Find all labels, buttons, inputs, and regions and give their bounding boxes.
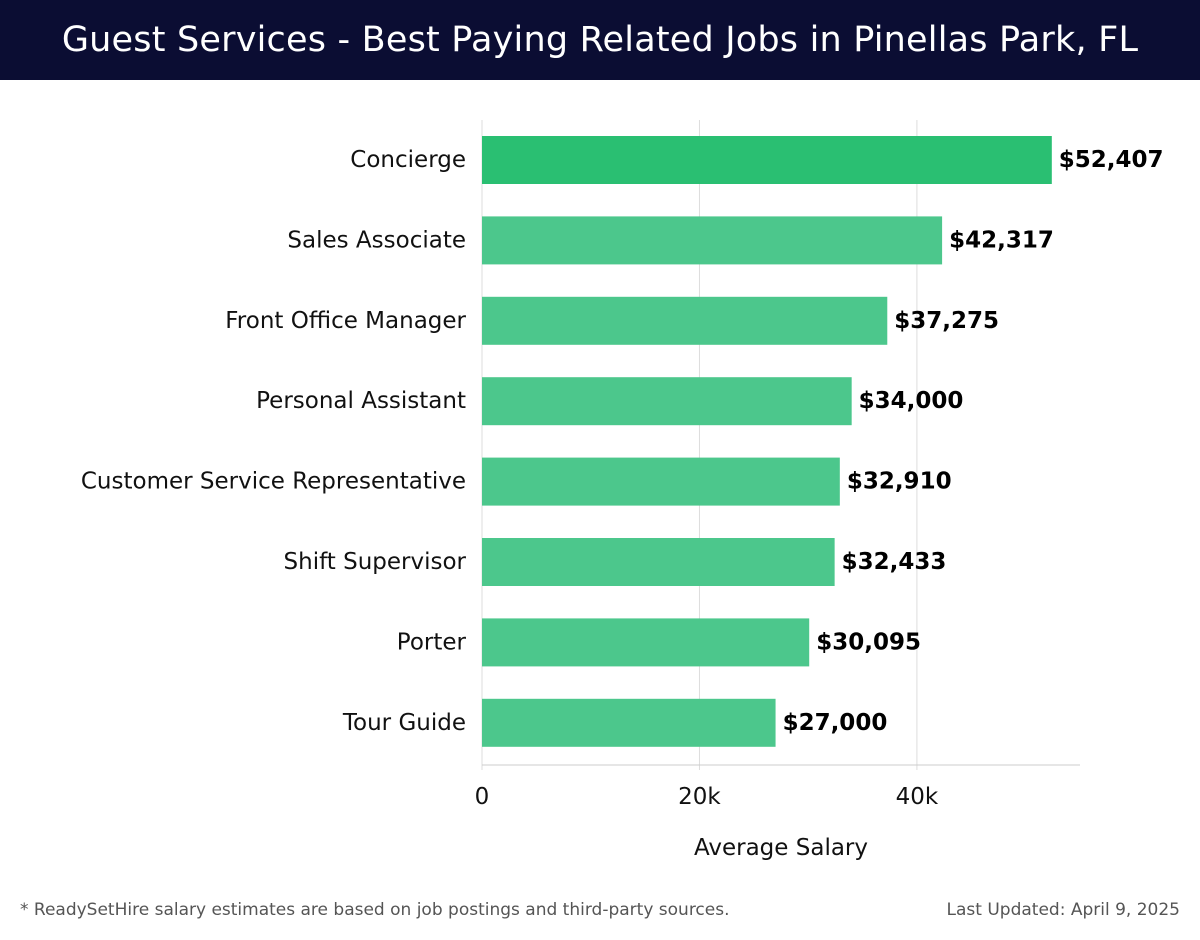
bar-6 xyxy=(482,618,810,667)
bar-2 xyxy=(482,296,888,345)
x-tick-label: 40k xyxy=(896,784,939,810)
category-label: Porter xyxy=(397,629,467,655)
value-label: $34,000 xyxy=(859,388,964,414)
value-label: $32,433 xyxy=(842,549,947,575)
category-label: Front Office Manager xyxy=(225,308,466,334)
bar-1 xyxy=(482,216,943,265)
footer-note: * ReadySetHire salary estimates are base… xyxy=(20,900,730,920)
category-label: Shift Supervisor xyxy=(284,549,467,575)
bar-5 xyxy=(482,538,835,586)
value-label: $27,000 xyxy=(783,710,888,736)
x-axis-title: Average Salary xyxy=(694,835,868,861)
bar-4 xyxy=(482,457,840,506)
bar-7 xyxy=(482,698,776,747)
value-label: $37,275 xyxy=(894,308,999,334)
value-label: $42,317 xyxy=(949,227,1054,253)
x-tick-label: 0 xyxy=(475,784,490,810)
x-tick-label: 20k xyxy=(678,784,721,810)
chart-header: Guest Services - Best Paying Related Job… xyxy=(0,0,1200,80)
chart-footer: * ReadySetHire salary estimates are base… xyxy=(20,900,1180,920)
value-label: $52,407 xyxy=(1059,147,1164,173)
category-label: Personal Assistant xyxy=(256,388,466,414)
value-label: $32,910 xyxy=(847,469,952,495)
category-label: Concierge xyxy=(350,147,466,173)
category-label: Tour Guide xyxy=(342,710,466,736)
last-updated: Last Updated: April 9, 2025 xyxy=(946,900,1180,920)
salary-bar-chart: Concierge $52,407 Sales Associate $42,317 Fr… xyxy=(81,120,1164,861)
bar-3 xyxy=(482,377,852,426)
chart-title: Guest Services - Best Paying Related Job… xyxy=(61,20,1139,60)
value-label: $30,095 xyxy=(816,629,921,655)
bar-0 xyxy=(482,136,1052,184)
category-label: Customer Service Representative xyxy=(81,469,466,495)
category-label: Sales Associate xyxy=(287,227,466,253)
